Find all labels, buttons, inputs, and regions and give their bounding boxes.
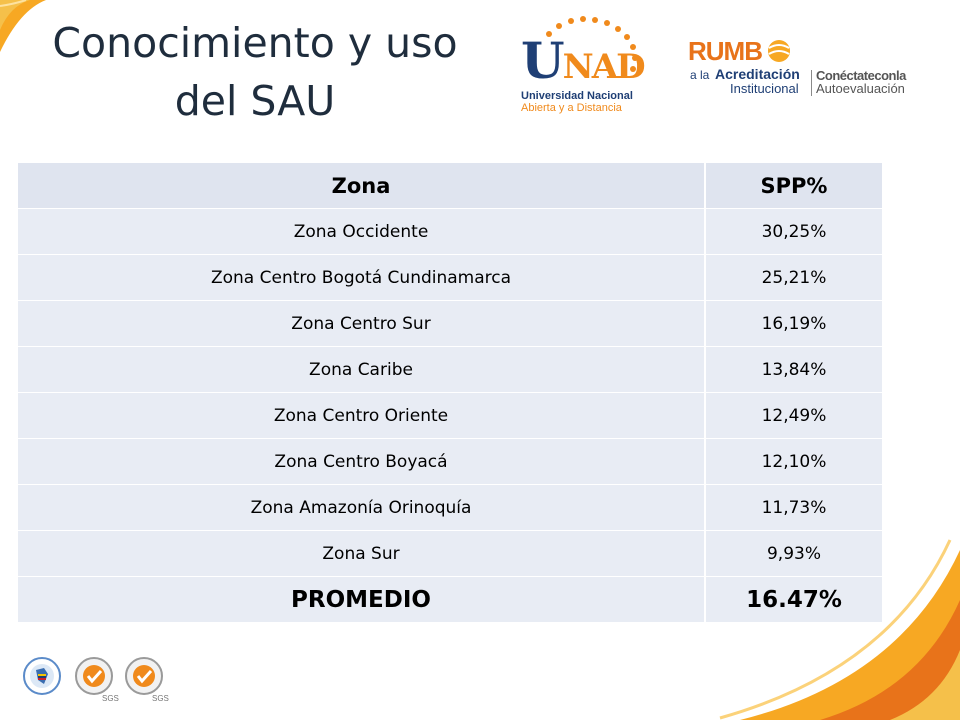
zona-cell: Zona Centro Bogotá Cundinamarca — [18, 255, 706, 301]
sgs-certification-icon — [75, 657, 113, 695]
unad-line-2: Abierta y a Distancia — [521, 102, 622, 114]
zona-cell: Zona Centro Sur — [18, 301, 706, 347]
promedio-label: PROMEDIO — [18, 577, 706, 623]
rumbo-conectate: Conéctateconla — [816, 68, 906, 83]
table-row: Zona Caribe 13,84% — [18, 347, 882, 393]
table-row: Zona Sur 9,93% — [18, 531, 882, 577]
rumbo-acreditacion-logo: RUMB a la Acreditación Institucional Con… — [688, 36, 928, 100]
rumbo-a-la: a la — [690, 68, 710, 82]
rumbo-institucional: Institucional — [730, 81, 799, 96]
promedio-value: 16.47% — [706, 577, 882, 623]
table-row: Zona Occidente 30,25% — [18, 209, 882, 255]
spp-cell: 16,19% — [706, 301, 882, 347]
title-line-1: Conocimiento y uso — [52, 19, 458, 67]
sgs-label: SGS — [152, 694, 169, 703]
title-line-2: del SAU — [174, 77, 336, 125]
corner-swoosh-bottom-right — [719, 539, 960, 720]
table-header-row: Zona SPP% — [18, 163, 882, 209]
corner-swoosh-top-left — [0, 0, 46, 52]
table-row: Zona Amazonía Orinoquía 11,73% — [18, 485, 882, 531]
page-title: Conocimiento y uso del SAU — [20, 14, 490, 130]
rumbo-divider — [811, 70, 812, 96]
footer-certification-logos: SGS SGS — [22, 656, 172, 704]
spp-cell: 25,21% — [706, 255, 882, 301]
rumbo-acreditacion: Acreditación — [715, 66, 800, 82]
sgs-certification-icon — [125, 657, 163, 695]
zona-cell: Zona Amazonía Orinoquía — [18, 485, 706, 531]
sgs-label: SGS — [102, 694, 119, 703]
rumbo-word: RUMB — [688, 36, 763, 66]
zona-cell: Zona Caribe — [18, 347, 706, 393]
rumbo-autoevaluacion: Autoevaluación — [816, 81, 905, 96]
table-row: Zona Centro Oriente 12,49% — [18, 393, 882, 439]
unad-letters-nad: NAD — [562, 47, 646, 87]
zona-cell: Zona Centro Oriente — [18, 393, 706, 439]
spp-cell: 30,25% — [706, 209, 882, 255]
zona-spp-table: Zona SPP% Zona Occidente 30,25% Zona Cen… — [18, 163, 882, 623]
spp-cell: 13,84% — [706, 347, 882, 393]
unad-letter-u: U — [521, 31, 565, 90]
spp-cell: 9,93% — [706, 531, 882, 577]
spp-cell: 12,49% — [706, 393, 882, 439]
table-row: Zona Centro Sur 16,19% — [18, 301, 882, 347]
zona-cell: Zona Occidente — [18, 209, 706, 255]
table-total-row: PROMEDIO 16.47% — [18, 577, 882, 623]
rumbo-globe-icon — [768, 40, 790, 62]
unad-line-1: Universidad Nacional — [521, 90, 633, 102]
table-row: Zona Centro Boyacá 12,10% — [18, 439, 882, 485]
table-row: Zona Centro Bogotá Cundinamarca 25,21% — [18, 255, 882, 301]
header-zona: Zona — [18, 163, 706, 209]
zona-cell: Zona Sur — [18, 531, 706, 577]
unad-dots-arc-icon — [546, 16, 638, 72]
colombia-seal-icon — [23, 657, 61, 695]
unad-logo: UNAD Universidad Nacional Abierta y a Di… — [515, 14, 646, 114]
spp-cell: 11,73% — [706, 485, 882, 531]
spp-cell: 12,10% — [706, 439, 882, 485]
zona-cell: Zona Centro Boyacá — [18, 439, 706, 485]
header-spp: SPP% — [706, 163, 882, 209]
